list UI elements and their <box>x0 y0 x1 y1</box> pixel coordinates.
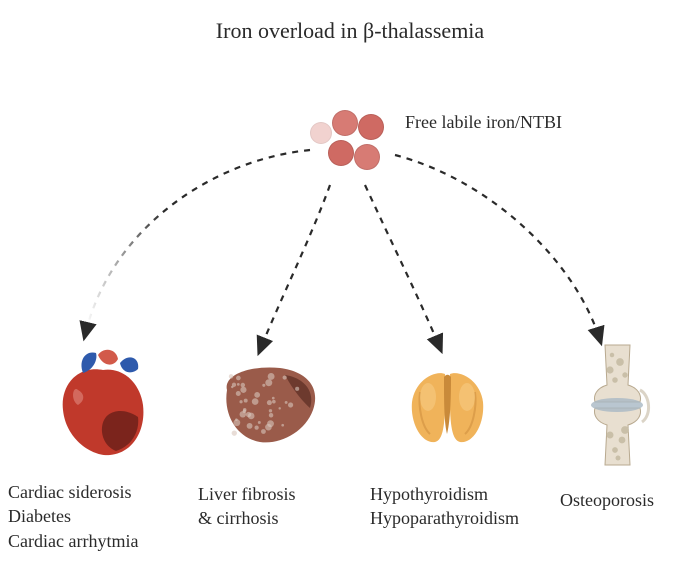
arrow <box>85 150 310 335</box>
iron-particle <box>310 122 332 144</box>
heart-label-line: Cardiac siderosis <box>8 480 138 504</box>
thyroid-icon <box>400 362 495 457</box>
source-label: Free labile iron/NTBI <box>405 112 562 133</box>
heart-icon <box>48 345 158 465</box>
liver-label: Liver fibrosis & cirrhosis <box>198 482 295 531</box>
bone-label: Osteoporosis <box>560 488 654 512</box>
heart-label: Cardiac siderosis Diabetes Cardiac arrhy… <box>8 480 138 553</box>
thyroid-label-line: Hypoparathyroidism <box>370 506 519 530</box>
arrow <box>365 185 440 348</box>
liver-label-line: Liver fibrosis <box>198 482 295 506</box>
iron-cluster <box>310 110 390 180</box>
thyroid-label: Hypothyroidism Hypoparathyroidism <box>370 482 519 531</box>
page-title: Iron overload in β-thalassemia <box>216 18 484 44</box>
arrow <box>260 185 330 350</box>
iron-particle <box>332 110 358 136</box>
liver-label-line: & cirrhosis <box>198 506 295 530</box>
liver-icon <box>215 360 325 455</box>
iron-particle <box>358 114 384 140</box>
arrow <box>395 155 600 340</box>
thyroid-label-line: Hypothyroidism <box>370 482 519 506</box>
heart-label-line: Cardiac arrhytmia <box>8 529 138 553</box>
iron-particle <box>328 140 354 166</box>
iron-particle <box>354 144 380 170</box>
bone-label-line: Osteoporosis <box>560 488 654 512</box>
heart-label-line: Diabetes <box>8 504 138 528</box>
bone-icon <box>570 340 665 470</box>
